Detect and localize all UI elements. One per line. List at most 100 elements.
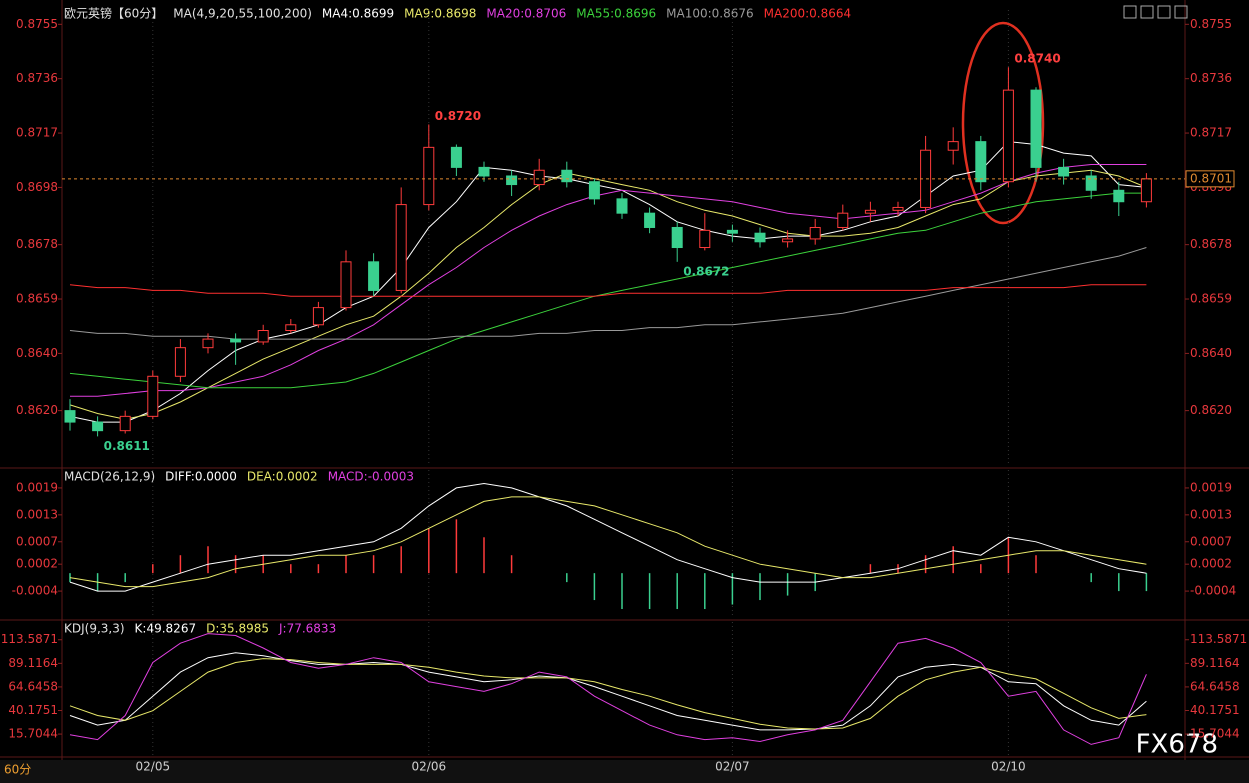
legend-item: KDJ(9,3,3) — [64, 622, 125, 636]
y-tick-label-right: 64.6458 — [1190, 679, 1240, 693]
indicator-line — [69, 169, 1147, 420]
x-tick-label: 02/07 — [715, 760, 750, 774]
candle-body — [726, 229, 738, 234]
y-tick-label: 40.1751 — [8, 703, 58, 717]
annotation: 0.8740 — [1014, 52, 1060, 66]
y-tick-label-right: 0.8755 — [1190, 17, 1232, 31]
candle-body — [202, 338, 214, 349]
legend-item: 欧元英镑【60分】 — [64, 6, 163, 21]
candle-body — [837, 212, 849, 228]
indicator-line — [69, 482, 1147, 592]
icon[interactable] — [1174, 5, 1188, 19]
y-tick-label: 64.6458 — [8, 679, 58, 693]
candle-body — [368, 261, 380, 291]
legend-item: K:49.8267 — [135, 622, 197, 636]
y-tick-label-right: -0.0004 — [1190, 584, 1236, 598]
y-tick-label-right: 0.0007 — [1190, 534, 1232, 548]
last-price-label: 0.8701 — [1190, 171, 1232, 185]
indicator-line — [69, 633, 1147, 745]
icon[interactable] — [1140, 5, 1154, 19]
y-tick-label: 0.8755 — [16, 17, 58, 31]
y-tick-label: -0.0004 — [12, 584, 58, 598]
y-tick-label: 0.0002 — [16, 557, 58, 571]
y-tick-label-right: 0.8736 — [1190, 71, 1232, 85]
candle-body — [975, 141, 987, 183]
y-tick-label: 15.7044 — [8, 727, 58, 741]
last-price-box — [1185, 170, 1235, 188]
candle-body — [285, 324, 297, 332]
candle-body — [257, 330, 269, 343]
indicator-line — [69, 284, 1147, 297]
highlight-ellipse — [961, 21, 1045, 225]
y-tick-label: 0.8640 — [16, 346, 58, 360]
candle-body — [809, 226, 821, 240]
y-tick-label: 89.1164 — [8, 656, 58, 670]
candle-body — [782, 238, 794, 243]
candle-body — [1030, 89, 1042, 168]
y-tick-label-right: 0.8640 — [1190, 346, 1232, 360]
candle-body — [450, 146, 462, 168]
legend-item: DEA:0.0002 — [247, 470, 318, 484]
y-tick-label: 0.8678 — [16, 237, 58, 251]
legend-item: MA(4,9,20,55,100,200) — [173, 7, 312, 21]
candle-body — [754, 232, 766, 243]
x-tick-label: 02/10 — [991, 760, 1026, 774]
candle-body — [1140, 178, 1152, 203]
y-tick-label: 0.0019 — [16, 480, 58, 494]
legend-item: MACD:-0.0003 — [328, 470, 414, 484]
candle-body — [119, 415, 131, 432]
candle-body — [395, 204, 407, 291]
legend-item: D:35.8985 — [206, 622, 269, 636]
candle-body — [616, 198, 628, 214]
y-tick-label: 113.5871 — [1, 632, 58, 646]
y-tick-label-right: 0.0019 — [1190, 480, 1232, 494]
y-tick-label: 0.8736 — [16, 71, 58, 85]
y-tick-label-right: 0.8620 — [1190, 403, 1232, 417]
indicator-line — [69, 652, 1147, 731]
annotation: 0.8611 — [104, 439, 150, 453]
y-tick-label-right: 0.8659 — [1190, 292, 1232, 306]
tab-bar — [0, 760, 1249, 783]
candle-body — [478, 166, 490, 177]
y-tick-label: 0.8717 — [16, 126, 58, 140]
icon[interactable] — [1157, 5, 1171, 19]
indicator-line — [69, 658, 1147, 730]
legend-item: MA20:0.8706 — [486, 7, 566, 21]
candle-body — [671, 226, 683, 249]
y-tick-label: 0.8620 — [16, 403, 58, 417]
legend-item: MACD(26,12,9) — [64, 470, 155, 484]
y-tick-label: 0.0013 — [16, 507, 58, 521]
candle-body — [92, 421, 104, 432]
legend-item: MA100:0.8676 — [666, 7, 754, 21]
x-tick-label: 02/06 — [412, 760, 447, 774]
y-tick-label: 0.8659 — [16, 292, 58, 306]
candle-body — [699, 229, 711, 249]
candle-body — [64, 410, 76, 423]
candle-body — [147, 375, 159, 417]
y-tick-label: 0.8698 — [16, 180, 58, 194]
legend-item: J:77.6833 — [278, 622, 336, 636]
y-tick-label-right: 0.0013 — [1190, 507, 1232, 521]
footer-tab[interactable]: 60分 — [4, 763, 31, 777]
candle-body — [892, 206, 904, 211]
candle-body — [174, 347, 186, 377]
legend-item: MA55:0.8696 — [576, 7, 656, 21]
y-tick-label-right: 40.1751 — [1190, 703, 1240, 717]
candle-body — [533, 169, 545, 186]
icon[interactable] — [1123, 5, 1137, 19]
candle-body — [864, 209, 876, 214]
candle-body — [1002, 89, 1014, 183]
x-tick-label: 02/05 — [136, 760, 171, 774]
indicator-line — [69, 192, 1147, 389]
candle-body — [561, 169, 573, 183]
annotation: 0.8672 — [683, 264, 729, 278]
candle-body — [644, 212, 656, 228]
candle-body — [1085, 175, 1097, 191]
legend-item: MA4:0.8699 — [322, 7, 394, 21]
legend-item: DIFF:0.0000 — [165, 470, 237, 484]
window-icons[interactable] — [1123, 5, 1188, 19]
annotation: 0.8720 — [435, 109, 481, 123]
legend-item: MA9:0.8698 — [404, 7, 476, 21]
candle-body — [423, 146, 435, 206]
